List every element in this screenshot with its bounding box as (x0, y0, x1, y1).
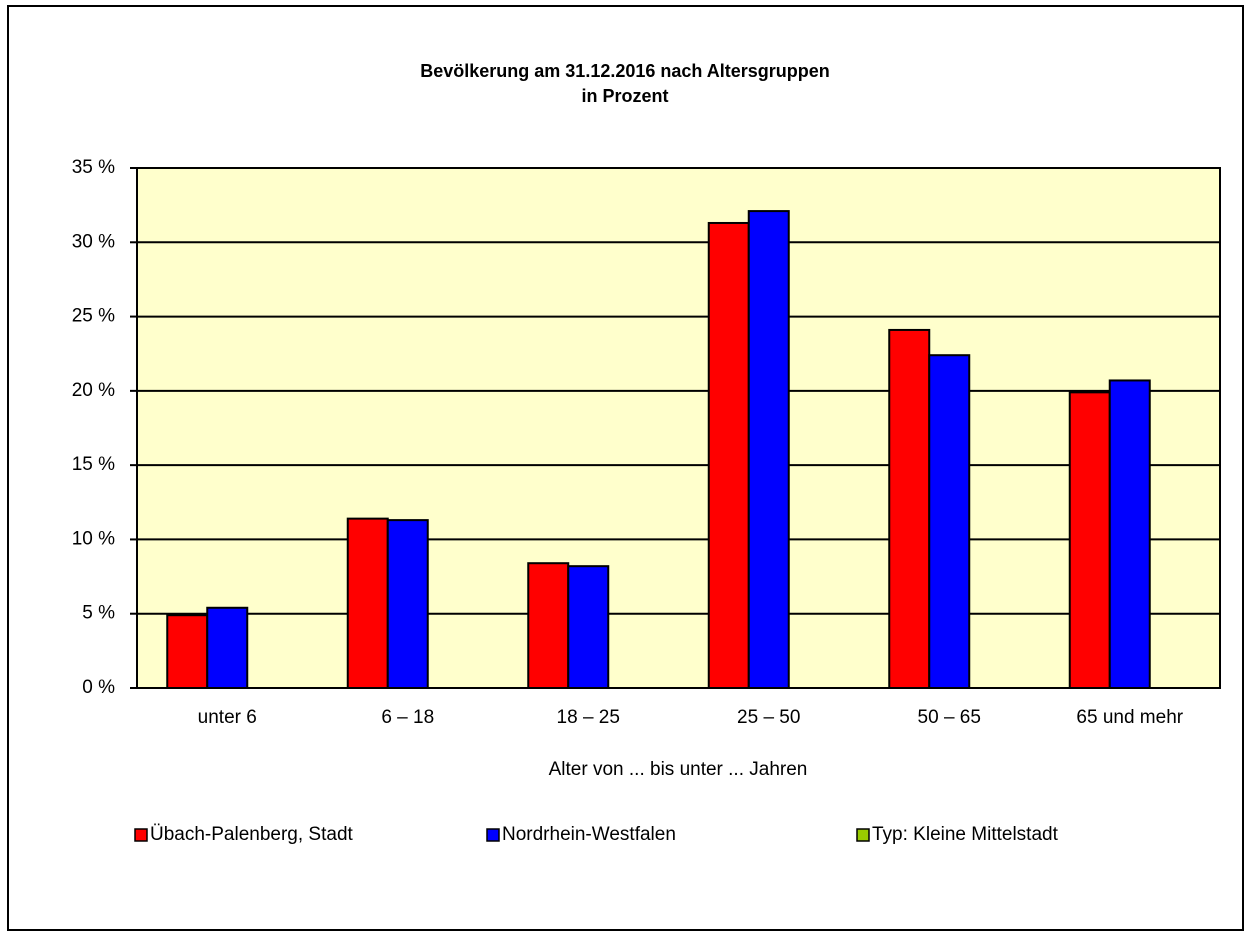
legend-label: Nordrhein-Westfalen (502, 824, 676, 845)
bar (888, 328, 931, 689)
y-tick-label: 35 % (72, 157, 115, 178)
legend-swatch (486, 828, 500, 842)
bar (346, 517, 389, 690)
x-tick-label: 25 – 50 (737, 707, 800, 728)
x-tick-label: 18 – 25 (557, 707, 620, 728)
chart-title: Bevölkerung am 31.12.2016 nach Altersgru… (420, 61, 830, 81)
y-tick-label: 20 % (72, 380, 115, 401)
bar (1068, 391, 1111, 689)
legend-swatch (856, 828, 870, 842)
x-tick-label: 50 – 65 (918, 707, 981, 728)
y-tick-label: 15 % (72, 454, 115, 475)
legend-label: Übach-Palenberg, Stadt (150, 824, 354, 845)
chart-title: in Prozent (581, 86, 668, 106)
x-axis-label: Alter von ... bis unter ... Jahren (549, 759, 808, 780)
plot-border (136, 167, 1221, 689)
legend-swatch (134, 828, 148, 842)
y-tick-label: 25 % (72, 306, 115, 327)
bar (928, 354, 971, 689)
bar (206, 606, 249, 689)
x-tick-label: 65 und mehr (1076, 707, 1183, 728)
bar (567, 565, 610, 690)
y-tick-label: 5 % (82, 603, 115, 624)
x-tick-label: 6 – 18 (381, 707, 434, 728)
y-tick-label: 0 % (82, 677, 115, 698)
y-tick-label: 10 % (72, 528, 115, 549)
bar (386, 519, 429, 689)
y-tick-label: 30 % (72, 231, 115, 252)
bar (166, 614, 209, 690)
bar (747, 210, 790, 689)
bar (707, 221, 750, 689)
bar (527, 562, 570, 690)
x-tick-label: unter 6 (198, 707, 257, 728)
legend-label: Typ: Kleine Mittelstadt (872, 824, 1059, 845)
bar (1108, 379, 1151, 689)
plot-area (137, 168, 1220, 688)
